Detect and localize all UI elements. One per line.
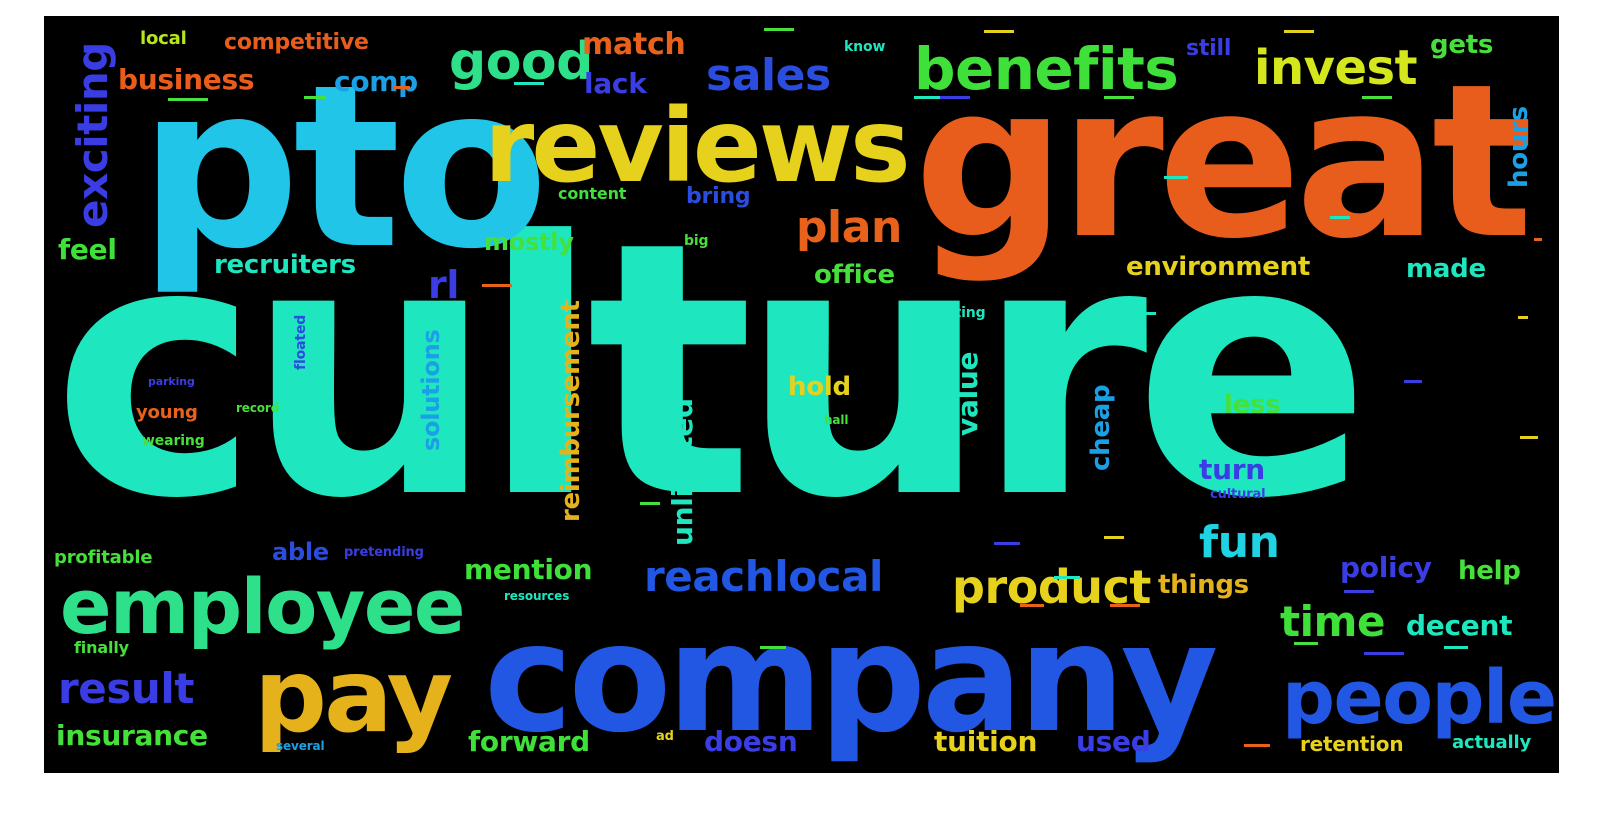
word-culture: culture	[52, 167, 1371, 575]
tiny-mark	[1284, 30, 1314, 33]
tiny-mark	[994, 542, 1020, 545]
word-cloud: culture great pto company reviews employ…	[44, 16, 1559, 773]
word-competitive: competitive	[224, 30, 369, 55]
word-sales: sales	[706, 50, 831, 101]
tiny-mark	[514, 82, 544, 85]
word-hall: hall	[824, 413, 849, 427]
tiny-mark	[760, 646, 786, 649]
word-cultural: cultural	[1210, 487, 1266, 502]
word-know: know	[844, 39, 886, 55]
word-cutting: cutting	[930, 305, 986, 321]
word-company: company	[484, 592, 1218, 766]
tiny-mark	[1020, 604, 1044, 607]
tiny-mark	[1104, 96, 1134, 99]
tiny-mark	[1518, 316, 1528, 319]
tiny-mark	[940, 96, 970, 99]
word-wearing: wearing	[142, 433, 205, 449]
tiny-mark	[304, 96, 326, 99]
word-office: office	[814, 260, 895, 290]
tiny-mark	[984, 30, 1014, 33]
word-local: local	[140, 28, 187, 49]
word-pay: pay	[254, 637, 453, 756]
tiny-mark	[1344, 590, 1374, 593]
word-decent: decent	[1406, 609, 1513, 642]
word-turn: turn	[1199, 453, 1265, 486]
word-lack: lack	[584, 67, 647, 100]
word-less: less	[1224, 390, 1281, 420]
tiny-mark	[1104, 536, 1124, 539]
word-recruiters: recruiters	[214, 250, 356, 280]
word-great: great	[914, 38, 1533, 285]
tiny-mark	[1444, 646, 1468, 649]
tiny-words-layer	[168, 28, 1542, 747]
word-gets: gets	[1430, 30, 1494, 60]
word-finally: finally	[74, 638, 129, 657]
word-mention: mention	[464, 553, 593, 586]
tiny-mark	[1134, 312, 1156, 315]
tiny-mark	[482, 284, 512, 287]
word-people: people	[1282, 655, 1557, 741]
word-hold: hold	[788, 372, 851, 402]
word-feel: feel	[58, 233, 117, 266]
word-things: things	[1158, 570, 1249, 600]
word-able: able	[272, 538, 329, 566]
word-business: business	[118, 63, 255, 96]
word-comp: comp	[334, 65, 418, 98]
tiny-mark	[914, 96, 948, 99]
word-help: help	[1458, 556, 1521, 586]
word-policy: policy	[1340, 551, 1432, 584]
word-environment: environment	[1126, 252, 1311, 282]
word-young: young	[136, 402, 198, 423]
word-actually: actually	[1452, 732, 1532, 753]
word-parking: parking	[148, 375, 195, 388]
word-benefits: benefits	[914, 35, 1179, 103]
word-content: content	[558, 184, 627, 203]
tiny-mark	[1362, 96, 1392, 99]
word-pto: pto	[139, 37, 549, 299]
tiny-mark	[1244, 744, 1270, 747]
word-used: used	[1076, 725, 1151, 758]
tiny-mark	[1534, 238, 1542, 241]
tiny-mark	[1520, 436, 1538, 439]
word-insurance: insurance	[56, 719, 208, 752]
tiny-mark	[764, 28, 794, 31]
tiny-mark	[1054, 576, 1080, 579]
word-mostly: mostly	[484, 228, 574, 256]
tiny-mark	[640, 502, 660, 505]
tiny-mark	[1404, 380, 1422, 383]
tiny-mark	[1164, 176, 1188, 179]
word-reachlocal: reachlocal	[644, 552, 884, 601]
word-profitable: profitable	[54, 547, 153, 568]
word-product: product	[952, 560, 1151, 614]
word-reviews: reviews	[484, 87, 911, 206]
word-match: match	[582, 27, 686, 62]
tiny-mark	[168, 98, 208, 101]
word-invest: invest	[1254, 40, 1418, 96]
word-result: result	[58, 664, 195, 713]
tiny-mark	[1330, 216, 1350, 219]
word-ad: ad	[656, 729, 674, 744]
tiny-mark	[1364, 652, 1404, 655]
word-time: time	[1280, 597, 1386, 646]
word-made: made	[1406, 254, 1486, 284]
word-rl: rl	[428, 263, 460, 307]
word-still: still	[1186, 36, 1232, 61]
word-retention: retention	[1300, 732, 1404, 756]
word-plan: plan	[796, 202, 902, 253]
word-resources: resources	[504, 589, 570, 603]
word-employee: employee	[60, 562, 465, 651]
word-fun: fun	[1199, 517, 1280, 568]
tiny-mark	[1294, 642, 1318, 645]
word-bring: bring	[686, 184, 751, 209]
word-big: big	[684, 233, 709, 249]
word-pretending: pretending	[344, 545, 424, 560]
tiny-mark	[1110, 604, 1140, 607]
tiny-mark	[394, 86, 410, 89]
word-record: record	[236, 401, 280, 415]
word-doesn: doesn	[704, 725, 798, 758]
word-several: several	[276, 739, 325, 753]
word-good: good	[449, 32, 593, 92]
word-tuition: tuition	[934, 725, 1038, 758]
word-forward: forward	[468, 725, 590, 758]
